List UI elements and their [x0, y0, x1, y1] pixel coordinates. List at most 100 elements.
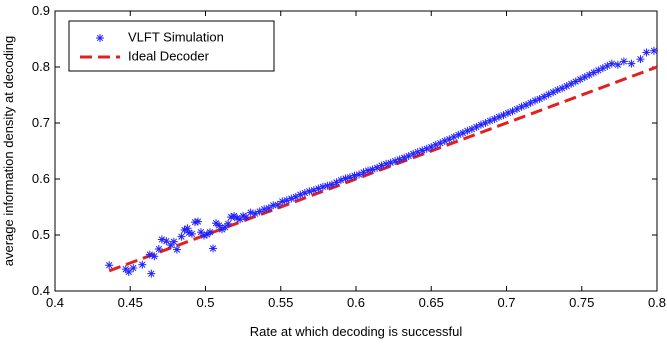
asterisk-stroke: [206, 229, 214, 236]
asterisk-stroke: [628, 60, 635, 67]
asterisk-stroke: [620, 58, 628, 65]
asterisk-stroke: [185, 229, 193, 236]
asterisk-stroke: [643, 49, 650, 56]
data-point: [627, 59, 636, 68]
data-point: [476, 120, 485, 129]
asterisk-stroke: [637, 55, 644, 63]
x-tick-label: 0.8: [648, 295, 666, 310]
asterisk-stroke: [279, 198, 286, 205]
data-point: [636, 55, 645, 64]
data-point: [183, 224, 192, 233]
asterisk-stroke: [173, 246, 181, 253]
asterisk-stroke: [324, 182, 331, 189]
x-tick-label: 0.7: [497, 295, 515, 310]
x-tick-label: 0.45: [118, 295, 143, 310]
data-point: [209, 244, 218, 253]
x-tick-label: 0.4: [46, 295, 64, 310]
asterisk-stroke: [155, 245, 163, 253]
data-point: [607, 59, 616, 68]
legend-entry-vlft: VLFT Simulation: [96, 29, 224, 44]
data-point: [172, 245, 181, 254]
asterisk-stroke: [105, 262, 113, 269]
data-point: [273, 200, 282, 209]
asterisk-stroke: [158, 236, 166, 243]
data-point: [147, 269, 156, 278]
legend-marker-asterisk-icon: [96, 34, 104, 42]
data-point: [318, 182, 327, 191]
y-tick-label: 0.6: [32, 171, 50, 186]
asterisk-stroke: [364, 167, 372, 174]
data-point: [619, 57, 628, 66]
y-tick-label: 0.4: [32, 283, 50, 298]
y-tick-label: 0.7: [32, 115, 50, 130]
asterisk-stroke: [230, 212, 238, 220]
data-point: [642, 48, 651, 57]
asterisk-stroke: [163, 237, 170, 245]
data-point: [105, 261, 114, 270]
asterisk-stroke: [170, 238, 178, 245]
asterisk-stroke: [212, 220, 220, 227]
axis-ticks: 0.4 0.45 0.5 0.55 0.6 0.65 0.7 0.75 0.8 0.4 0.5 0.6…: [32, 3, 666, 310]
asterisk-stroke: [239, 212, 247, 220]
asterisk-stroke: [274, 201, 281, 208]
x-tick-label: 0.55: [268, 295, 293, 310]
x-tick-label: 0.75: [569, 295, 594, 310]
data-point: [345, 173, 354, 182]
asterisk-stroke: [151, 253, 158, 260]
y-tick-label: 0.9: [32, 3, 50, 18]
asterisk-stroke: [319, 183, 327, 191]
asterisk-stroke: [342, 175, 349, 182]
legend-label-ideal: Ideal Decoder: [128, 48, 210, 63]
legend-box: [68, 20, 275, 72]
data-point: [193, 217, 202, 226]
asterisk-stroke: [148, 270, 155, 277]
asterisk-stroke: [146, 251, 153, 258]
asterisk-stroke: [608, 60, 616, 67]
x-axis-label: Rate at which decoding is successful: [250, 324, 463, 339]
data-point: [177, 232, 186, 241]
legend-entry-ideal: Ideal Decoder: [80, 48, 210, 63]
asterisk-stroke: [178, 233, 185, 240]
series-layer: [105, 46, 658, 278]
asterisk-stroke: [233, 215, 241, 222]
asterisk-stroke: [614, 61, 622, 68]
asterisk-stroke: [197, 229, 205, 236]
asterisk-stroke: [270, 202, 277, 209]
asterisk-stroke: [96, 34, 104, 42]
y-tick-label: 0.8: [32, 59, 50, 74]
data-point: [169, 237, 178, 246]
asterisk-stroke: [130, 264, 137, 272]
data-point: [154, 245, 163, 253]
asterisk-stroke: [382, 160, 390, 168]
legend-asterisk: [96, 34, 104, 42]
asterisk-stroke: [184, 225, 191, 232]
y-axis-label: average information density at decoding: [1, 36, 16, 267]
asterisk-stroke: [209, 245, 217, 252]
ideal-decoder-line: [108, 65, 658, 273]
asterisk-stroke: [215, 222, 223, 229]
asterisk-stroke: [306, 188, 313, 195]
asterisk-stroke: [650, 47, 658, 54]
x-tick-label: 0.65: [419, 295, 444, 310]
x-tick-label: 0.6: [347, 295, 365, 310]
asterisk-stroke: [351, 172, 358, 179]
y-tick-label: 0.5: [32, 227, 50, 242]
data-point: [206, 228, 215, 237]
data-point: [649, 46, 658, 55]
data-point: [129, 264, 138, 273]
asterisk-stroke: [194, 218, 202, 225]
asterisk-stroke: [188, 230, 196, 238]
data-point: [187, 229, 196, 238]
data-point: [613, 60, 622, 69]
data-point: [305, 187, 314, 196]
data-point: [341, 174, 350, 183]
data-point: [264, 204, 273, 213]
x-tick-label: 0.5: [196, 295, 214, 310]
data-point: [224, 219, 233, 228]
data-point: [150, 252, 159, 261]
asterisk-stroke: [224, 220, 232, 227]
asterisk-stroke: [122, 265, 129, 273]
asterisk-stroke: [265, 204, 272, 212]
legend: VLFT Simulation Ideal Decoder: [68, 20, 275, 72]
